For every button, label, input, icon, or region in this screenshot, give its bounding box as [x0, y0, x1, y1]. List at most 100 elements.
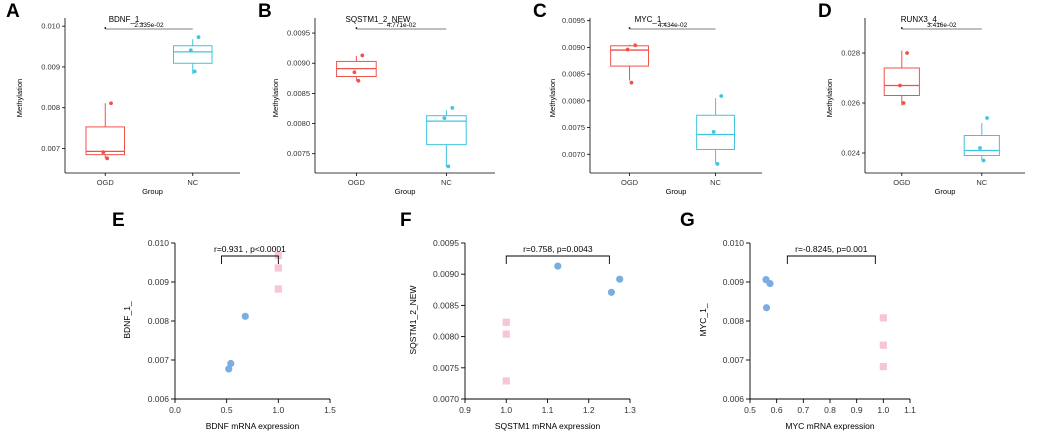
data-point [450, 105, 455, 110]
data-point [766, 279, 774, 288]
box-iqr [696, 114, 735, 150]
data-point [625, 47, 630, 52]
data-point [629, 80, 634, 85]
y-tick-label: 0.0080 [433, 332, 459, 342]
x-tick-label: 1.1 [904, 405, 916, 415]
x-tick-label: OGD [348, 178, 366, 187]
series-nc [274, 251, 282, 293]
data-point [274, 285, 282, 293]
data-point [633, 43, 638, 48]
x-tick-label: 0.5 [221, 405, 233, 415]
x-axis-label: Group [395, 187, 416, 196]
data-point [879, 314, 887, 322]
correlation-label: r=0.758, p=0.0043 [523, 244, 593, 254]
x-tick-label: 0.5 [744, 405, 756, 415]
y-tick-label: 0.006 [723, 394, 745, 404]
panel-label-a: A [6, 1, 20, 22]
y-axis-label: Methylation [15, 79, 24, 117]
y-tick-label: 0.0090 [287, 59, 310, 68]
y-axis-label: SQSTM1_2_NEW [408, 286, 418, 355]
panel-c: C MYC_1_ 0.0070 0.0075 0.0080 0.0085 0.0090 0.0… [533, 1, 762, 196]
panel-a: A BDNF_1_ 0.007 0.008 0.009 0.010 Methylation O… [6, 1, 240, 196]
box-iqr [963, 135, 1000, 156]
x-tick-label: OGD [621, 178, 639, 187]
data-point [109, 101, 113, 106]
box-nc [173, 35, 213, 75]
data-point [227, 359, 235, 368]
box-ogd [85, 101, 125, 161]
x-axis-label: Group [935, 187, 956, 196]
panel-label-e: E [112, 210, 125, 231]
x-tick-label: NC [441, 178, 452, 187]
data-point [905, 51, 909, 55]
bracket-dot [628, 27, 631, 29]
y-tick-label: 0.0080 [562, 96, 585, 105]
panel-label-d: D [818, 1, 832, 22]
correlation-label: r=0.931 , p<0.0001 [214, 244, 286, 254]
p-value-label: 4.434e-02 [658, 22, 688, 29]
y-axis-label: Methylation [271, 79, 280, 117]
data-point [360, 53, 365, 58]
series-ogd [554, 262, 624, 296]
y-tick-label: 0.010 [148, 238, 170, 248]
y-tick-label: 0.0090 [562, 43, 585, 52]
series-nc [879, 314, 887, 371]
data-point [901, 101, 906, 105]
x-tick-label: 0.8 [824, 405, 836, 415]
y-axis-label: BDNF_1_ [122, 301, 132, 339]
x-axis-label: SQSTM1 mRNA expression [495, 421, 601, 431]
box-nc [696, 94, 735, 166]
x-tick-label: NC [187, 178, 198, 187]
x-tick-label: 0.7 [797, 405, 809, 415]
y-tick-label: 0.0075 [287, 149, 310, 158]
significance-bracket [505, 255, 610, 264]
data-point [879, 363, 887, 371]
y-tick-label: 0.007 [148, 355, 170, 365]
box-ogd [610, 43, 649, 85]
x-tick-label: 0.6 [771, 405, 783, 415]
data-point [442, 116, 447, 121]
box-iqr [85, 126, 125, 156]
x-tick-label: NC [976, 178, 987, 187]
y-tick-label: 0.009 [723, 277, 745, 287]
data-point [274, 251, 282, 260]
panel-label-g: G [680, 210, 695, 231]
data-point [356, 78, 361, 83]
panel-title: SQSTM1_2_NEW [346, 15, 411, 24]
x-tick-label: 1.1 [542, 405, 554, 415]
data-point [898, 83, 902, 88]
p-value-label: 3.416e-02 [927, 22, 957, 29]
x-axis-label: BDNF mRNA expression [206, 421, 300, 431]
y-tick-label: 0.008 [148, 316, 170, 326]
y-tick-label: 0.009 [148, 277, 170, 287]
box-iqr [173, 45, 213, 64]
x-tick-label: NC [710, 178, 721, 187]
y-axis-label: Methylation [548, 79, 557, 117]
x-tick-label: 1.2 [583, 405, 595, 415]
y-tick-label: 0.010 [41, 22, 60, 31]
data-point [978, 146, 982, 150]
y-tick-label: 0.008 [723, 316, 745, 326]
y-tick-label: 0.007 [723, 355, 745, 365]
y-axis-label: Methylation [825, 79, 834, 117]
data-point [105, 156, 110, 161]
x-tick-label: 0.9 [851, 405, 863, 415]
y-tick-label: 0.009 [41, 62, 60, 71]
x-tick-label: 0.0 [169, 405, 181, 415]
series-ogd [225, 312, 249, 373]
y-tick-label: 0.0095 [287, 29, 310, 38]
box-ogd [883, 50, 920, 106]
panel-b: B SQSTM1_2_NEW 0.0075 0.0080 0.0085 0.0090 0.0… [258, 1, 495, 196]
data-point [188, 48, 193, 53]
series-nc [502, 318, 510, 385]
series-ogd [762, 276, 774, 312]
p-value-label: 4.771e-02 [387, 22, 417, 29]
x-tick-label: 1.0 [500, 405, 512, 415]
data-point [225, 365, 233, 373]
data-point [607, 288, 616, 296]
x-axis-label: MYC mRNA expression [785, 421, 875, 431]
y-tick-label: 0.0085 [562, 70, 585, 79]
panel-f: F 0.0070 0.0075 0.0080 0.0085 0.0090 0.0095 0.9… [400, 210, 636, 431]
y-tick-label: 0.007 [41, 144, 60, 153]
x-tick-label: 1.0 [272, 405, 284, 415]
